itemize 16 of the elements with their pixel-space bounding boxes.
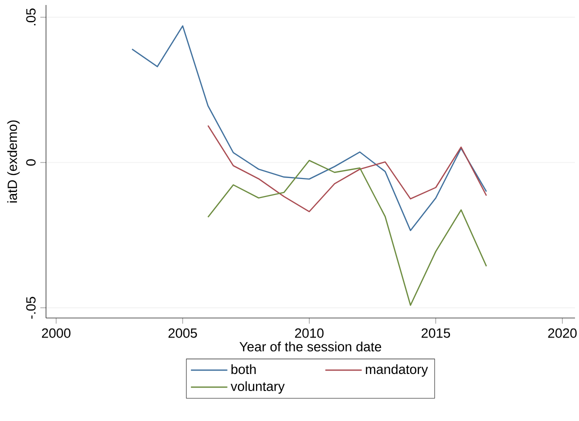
- y-axis-title: iatD (exdemo): [7, 120, 20, 202]
- legend-label: voluntary: [230, 381, 285, 394]
- x-tick-label: 2010: [295, 328, 324, 338]
- line-series: [207, 160, 488, 306]
- line-series: [207, 124, 488, 212]
- x-tick-label: 2005: [168, 328, 197, 338]
- x-tick-label: 2000: [42, 328, 70, 338]
- legend-label: both: [231, 364, 256, 374]
- line-series: [131, 25, 488, 232]
- y-tick-label: 0: [26, 159, 36, 166]
- x-axis-title: Year of the session date: [240, 342, 382, 352]
- legend-label: mandatory: [366, 364, 428, 377]
- x-tick-label: 2020: [548, 328, 577, 338]
- x-tick-label: 2015: [422, 328, 450, 338]
- y-tick-label: -.05: [26, 296, 36, 319]
- y-tick-label: .05: [26, 8, 36, 26]
